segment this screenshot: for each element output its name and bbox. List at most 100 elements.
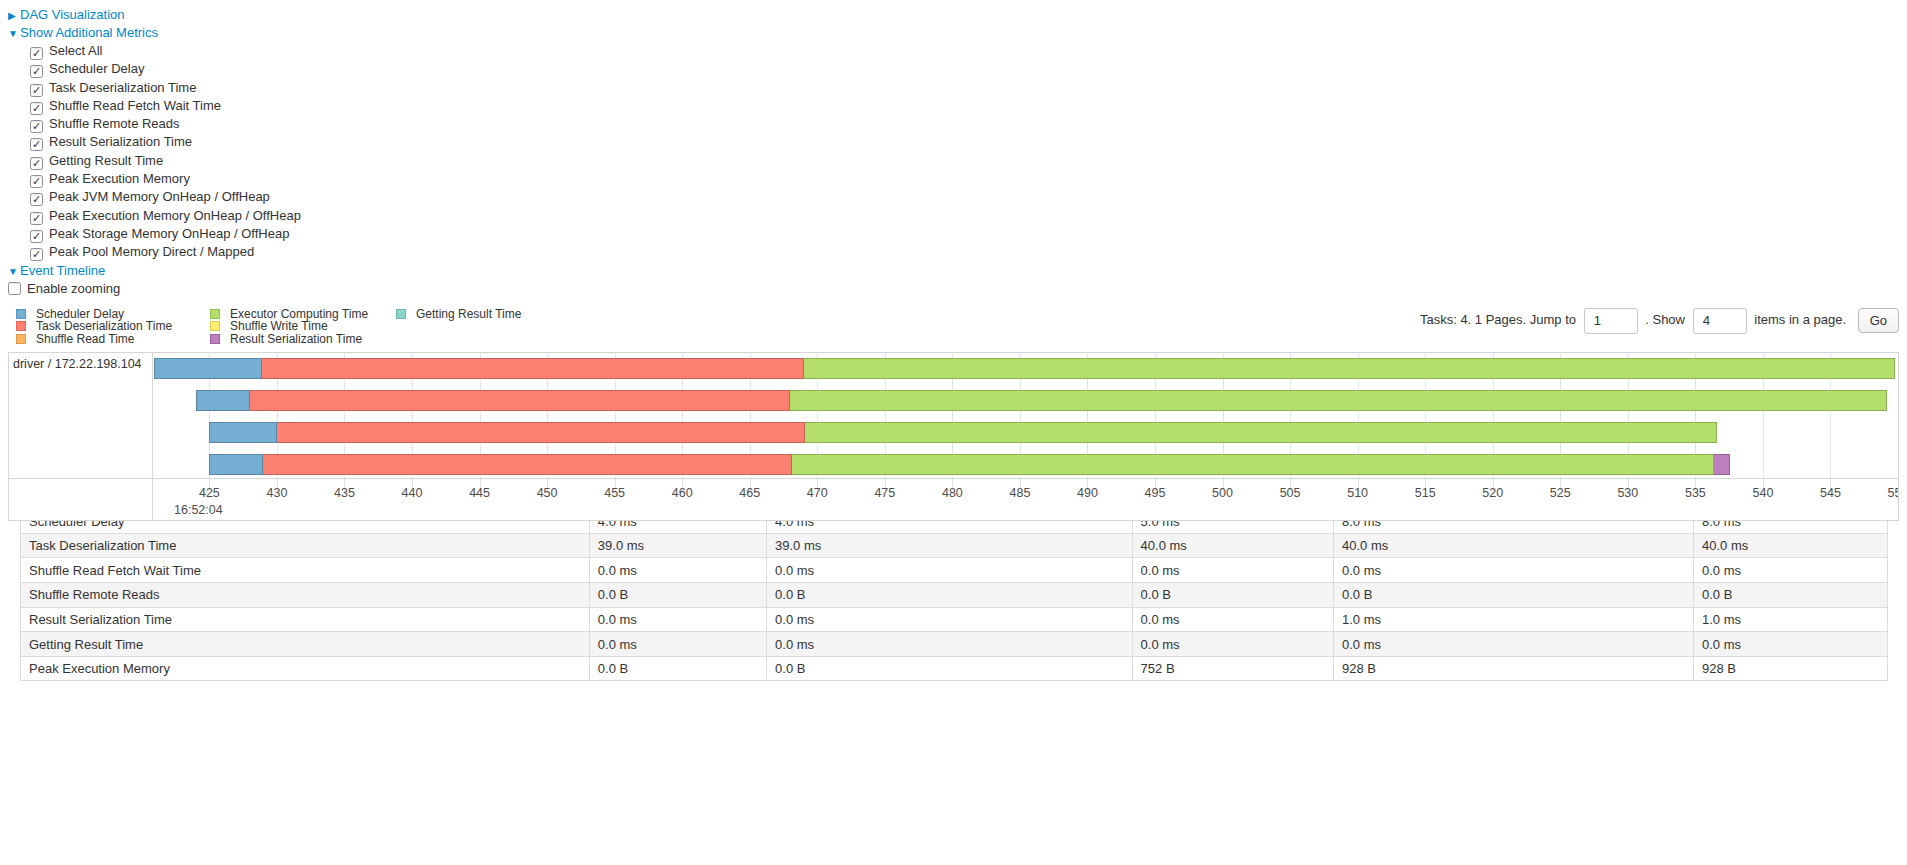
chevron-down-icon: ▼: [8, 25, 20, 43]
pagination-middle: . Show: [1645, 312, 1685, 327]
metric-checkbox-label: Peak JVM Memory OnHeap / OffHeap: [49, 189, 270, 204]
timeline-plot-area[interactable]: [154, 353, 1898, 478]
enable-zooming-checkbox[interactable]: [8, 282, 21, 295]
metric-checkbox-row: ✓Getting Result Time: [30, 152, 1907, 170]
metric-checkbox[interactable]: ✓: [30, 120, 43, 133]
items-per-page-input[interactable]: [1693, 308, 1747, 334]
axis-tick-label: 530: [1617, 486, 1638, 500]
metric-value-cell: 928 B: [1334, 656, 1694, 681]
additional-metrics-checkbox-list: ✓Select All✓Scheduler Delay✓Task Deseria…: [8, 42, 1907, 262]
legend-label: Getting Result Time: [416, 307, 521, 321]
legend-label: Result Serialization Time: [230, 332, 362, 346]
metric-value-cell: 0.0 B: [1334, 583, 1694, 608]
metric-checkbox[interactable]: ✓: [30, 47, 43, 60]
enable-zooming-row: Enable zooming: [8, 280, 1907, 298]
metric-checkbox[interactable]: ✓: [30, 230, 43, 243]
task-segment-task-deserialization-time[interactable]: [262, 358, 804, 379]
task-timeline-row: [154, 390, 1898, 411]
task-segment-task-deserialization-time[interactable]: [263, 454, 791, 475]
metric-checkbox[interactable]: ✓: [30, 193, 43, 206]
metric-checkbox-label: Select All: [49, 43, 102, 58]
metric-checkbox[interactable]: ✓: [30, 157, 43, 170]
metric-value-cell: 39.0 ms: [589, 533, 766, 558]
enable-zooming-label: Enable zooming: [27, 281, 120, 296]
axis-start-time-label: 16:52:04: [174, 503, 223, 517]
metric-checkbox-row: ✓Peak Execution Memory: [30, 170, 1907, 188]
chevron-right-icon: ▶: [8, 7, 20, 25]
metric-value-cell: 1.0 ms: [1694, 607, 1888, 632]
task-segment-executor-computing-time[interactable]: [790, 390, 1887, 411]
metric-checkbox-row: ✓ Peak Execution Memory OnHeap / OffHeap: [30, 207, 1907, 225]
axis-tick-label: 465: [739, 486, 760, 500]
metric-checkbox-label: Peak Execution Memory OnHeap / OffHeap: [49, 208, 301, 223]
task-segment-task-deserialization-time[interactable]: [277, 422, 805, 443]
task-segment-executor-computing-time[interactable]: [792, 454, 1715, 475]
metric-value-cell: 0.0 ms: [1694, 558, 1888, 583]
event-timeline-chart: driver / 172.22.198.104 4254304354404454…: [8, 352, 1899, 521]
axis-tick-label: 495: [1145, 486, 1166, 500]
axis-tick-label: 505: [1280, 486, 1301, 500]
legend-label: Shuffle Read Time: [36, 332, 135, 346]
chevron-down-icon: ▼: [8, 263, 20, 281]
metric-checkbox[interactable]: ✓: [30, 65, 43, 78]
metric-checkbox[interactable]: ✓: [30, 175, 43, 188]
legend-color-swatch: [16, 321, 26, 331]
metric-checkbox-row: ✓ Shuffle Remote Reads: [30, 115, 1907, 133]
metric-name-cell: Getting Result Time: [21, 632, 590, 657]
show-additional-metrics-toggle[interactable]: ▼Show Additional Metrics: [8, 24, 1907, 42]
task-segment-scheduler-delay[interactable]: [209, 454, 263, 475]
metric-name-cell: Result Serialization Time: [21, 607, 590, 632]
legend-item: Shuffle Read Time: [16, 333, 186, 346]
metric-checkbox-row: ✓ Peak JVM Memory OnHeap / OffHeap: [30, 188, 1907, 206]
dag-visualization-toggle[interactable]: ▶DAG Visualization: [8, 6, 1907, 24]
table-row: Getting Result Time0.0 ms0.0 ms0.0 ms0.0…: [21, 632, 1888, 657]
task-segment-task-deserialization-time[interactable]: [250, 390, 790, 411]
task-segment-scheduler-delay[interactable]: [154, 358, 262, 379]
task-timeline-row: [154, 454, 1898, 475]
metric-checkbox-label: Shuffle Remote Reads: [49, 116, 180, 131]
axis-tick-label: 485: [1009, 486, 1030, 500]
metric-value-cell: 40.0 ms: [1334, 533, 1694, 558]
metric-value-cell: 0.0 B: [1694, 583, 1888, 608]
metric-name-cell: Shuffle Remote Reads: [21, 583, 590, 608]
legend-color-swatch: [210, 321, 220, 331]
go-button[interactable]: Go: [1858, 308, 1899, 333]
pagination-suffix: items in a page.: [1754, 312, 1846, 327]
axis-tick-label: 510: [1347, 486, 1368, 500]
legend-color-swatch: [210, 309, 220, 319]
metric-value-cell: 0.0 B: [767, 656, 1133, 681]
metric-name-cell: Shuffle Read Fetch Wait Time: [21, 558, 590, 583]
task-segment-scheduler-delay[interactable]: [196, 390, 250, 411]
legend-color-swatch: [16, 309, 26, 319]
task-segment-executor-computing-time[interactable]: [804, 358, 1896, 379]
legend-column: Scheduler DelayTask Deserialization Time…: [16, 308, 186, 346]
axis-tick-label: 475: [874, 486, 895, 500]
axis-tick-label: 540: [1752, 486, 1773, 500]
metric-checkbox[interactable]: ✓: [30, 212, 43, 225]
metric-checkbox[interactable]: ✓: [30, 138, 43, 151]
metric-checkbox[interactable]: ✓: [30, 102, 43, 115]
axis-tick-label: 525: [1550, 486, 1571, 500]
event-timeline-toggle[interactable]: ▼Event Timeline: [8, 262, 1907, 280]
axis-tick-label: 520: [1482, 486, 1503, 500]
metric-value-cell: 0.0 ms: [1334, 558, 1694, 583]
legend-color-swatch: [396, 309, 406, 319]
jump-to-page-input[interactable]: [1584, 308, 1638, 334]
metric-value-cell: 0.0 ms: [767, 632, 1133, 657]
task-segment-result-serialization-time[interactable]: [1714, 454, 1730, 475]
metric-value-cell: 0.0 ms: [767, 558, 1133, 583]
metric-value-cell: 0.0 ms: [589, 632, 766, 657]
metric-checkbox[interactable]: ✓: [30, 248, 43, 261]
axis-tick-label: 450: [537, 486, 558, 500]
executor-row-label: driver / 172.22.198.104: [9, 353, 152, 371]
stage-page-controls: ▶DAG Visualization ▼Show Additional Metr…: [0, 0, 1907, 352]
table-row: Shuffle Read Fetch Wait Time0.0 ms0.0 ms…: [21, 558, 1888, 583]
task-segment-executor-computing-time[interactable]: [805, 422, 1717, 443]
table-row: Task Deserialization Time39.0 ms39.0 ms4…: [21, 533, 1888, 558]
metric-checkbox-label: Shuffle Read Fetch Wait Time: [49, 98, 221, 113]
axis-tick-label: 490: [1077, 486, 1098, 500]
task-segment-scheduler-delay[interactable]: [209, 422, 277, 443]
metric-value-cell: 40.0 ms: [1132, 533, 1333, 558]
metric-checkbox-row: ✓Result Serialization Time: [30, 133, 1907, 151]
metric-checkbox[interactable]: ✓: [30, 84, 43, 97]
